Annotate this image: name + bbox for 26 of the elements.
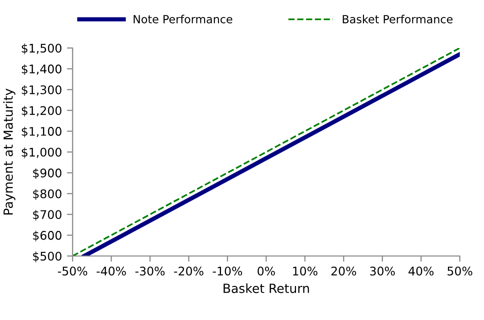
y-tick-label: $1,100 (22, 126, 62, 138)
x-tick-label: 0% (258, 266, 275, 276)
y-tick-label: $1,500 (22, 44, 62, 54)
x-tick-label: 40% (408, 266, 434, 276)
y-axis-title: Payment at Maturity (3, 88, 16, 214)
y-tick-label: $1,300 (22, 85, 62, 96)
legend-label: Note Performance (134, 14, 232, 24)
x-tick-label: -30% (135, 266, 165, 276)
y-tick-label: $800 (33, 189, 62, 200)
x-tick-label: 50% (448, 266, 472, 276)
y-tick-label: $500 (33, 252, 62, 262)
y-tick-label: $1,200 (22, 106, 62, 117)
x-tick-label: -20% (174, 266, 204, 276)
x-tick-label: -50% (58, 266, 88, 276)
x-tick-label: -40% (96, 266, 126, 276)
y-tick-label: $900 (33, 168, 62, 180)
x-axis-title: Basket Return (224, 283, 309, 294)
x-tick-label: 20% (331, 266, 356, 276)
legend-label: Basket Performance (342, 14, 453, 24)
x-tick-label: 10% (293, 266, 318, 276)
y-tick-label: $700 (33, 210, 62, 221)
y-tick-label: $1,000 (22, 148, 62, 158)
y-tick-label: $600 (33, 230, 62, 242)
x-tick-label: -10% (212, 266, 242, 276)
y-tick-label: $1,400 (22, 64, 62, 76)
x-tick-label: 30% (370, 266, 395, 276)
